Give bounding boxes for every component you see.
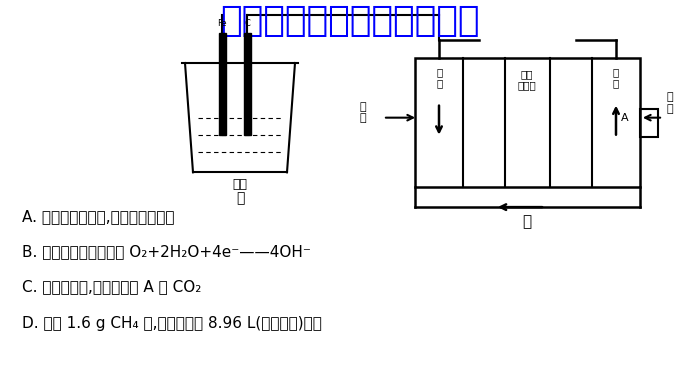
- Bar: [244, 33, 251, 135]
- Text: 甲
烷: 甲 烷: [360, 102, 366, 124]
- Text: 乙: 乙: [522, 215, 531, 230]
- Text: B. 乙池的正极反应式为 O₂+2H₂O+4e⁻——4OH⁻: B. 乙池的正极反应式为 O₂+2H₂O+4e⁻——4OH⁻: [22, 244, 311, 259]
- Text: A: A: [621, 113, 629, 123]
- Bar: [640, 109, 658, 136]
- Text: 电
极: 电 极: [613, 68, 619, 88]
- Text: 甲: 甲: [236, 191, 244, 205]
- Text: A. 甲装置为电解池,且铁电极为阳极: A. 甲装置为电解池,且铁电极为阳极: [22, 210, 174, 224]
- Text: 熔融
碳酸盐: 熔融 碳酸盐: [517, 70, 536, 90]
- Text: 电
极: 电 极: [437, 68, 443, 88]
- Text: D. 消耗 1.6 g CH₄ 时,碳电极生成 8.96 L(标准状况)气体: D. 消耗 1.6 g CH₄ 时,碳电极生成 8.96 L(标准状况)气体: [22, 316, 322, 331]
- Text: 空
气: 空 气: [666, 92, 673, 113]
- Text: 微信公众号关注：趣找答案: 微信公众号关注：趣找答案: [220, 4, 480, 38]
- Text: Fe: Fe: [217, 19, 227, 28]
- Bar: [415, 58, 640, 187]
- Bar: [219, 33, 226, 135]
- Text: C: C: [244, 19, 250, 28]
- Text: C. 乙池工作时,循环的物质 A 为 CO₂: C. 乙池工作时,循环的物质 A 为 CO₂: [22, 279, 202, 294]
- Text: 污水: 污水: [232, 178, 248, 191]
